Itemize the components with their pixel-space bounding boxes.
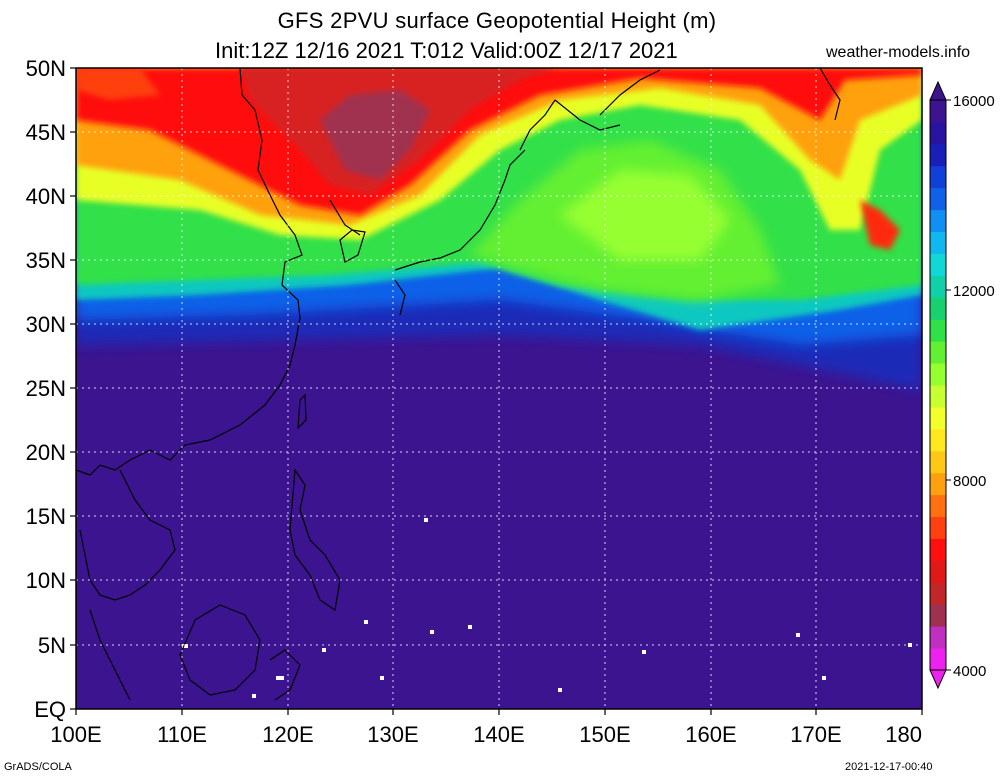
- colorbar-segment: [930, 231, 946, 254]
- lat-label: 25N: [26, 376, 66, 401]
- colorbar-label: 8000: [953, 473, 986, 490]
- colorbar-segment: [930, 385, 946, 408]
- coastlines: [76, 68, 841, 701]
- colorbar-segment: [930, 494, 946, 518]
- colorbar-segment: [930, 406, 946, 430]
- footer-timestamp: 2021-12-17-00:40: [845, 761, 933, 773]
- colorbar-segment: [930, 319, 946, 342]
- colorbar-segment: [930, 341, 946, 364]
- lon-labels: 100E 110E 120E 130E 140E 150E 160E 170E …: [50, 722, 922, 747]
- lat-labels: 50N 45N 40N 35N 30N 25N 20N 15N 10N 5N E…: [26, 56, 66, 722]
- colorbar-segment: [930, 253, 946, 276]
- colorbar-segment: [930, 582, 946, 605]
- colorbar-min-arrow: [929, 669, 947, 690]
- colorbar-label: 4000: [953, 663, 986, 680]
- lat-label: 20N: [26, 440, 66, 465]
- lon-label: 150E: [579, 722, 630, 747]
- lat-label: 15N: [26, 504, 66, 529]
- colorbar-segment: [930, 121, 946, 145]
- colorbar-label: 16000: [953, 93, 995, 110]
- lon-label: 180: [885, 722, 922, 747]
- colorbar-frame: [929, 99, 947, 671]
- colorbar-segment: [930, 472, 946, 496]
- colorbar-segment: [930, 428, 946, 452]
- colorbar-segment: [930, 297, 946, 320]
- lat-label: 40N: [26, 184, 66, 209]
- colorbar-segment: [930, 100, 946, 123]
- lon-label: 140E: [473, 722, 524, 747]
- colorbar-segment: [930, 648, 946, 671]
- colorbar-label: 12000: [953, 283, 995, 300]
- colorbar: 16000 12000 8000 4000: [929, 80, 995, 690]
- colorbar-segment: [930, 560, 946, 583]
- colorbar-segment: [930, 209, 946, 233]
- colorbar-segment: [930, 165, 946, 189]
- lat-label: 45N: [26, 120, 66, 145]
- footer-software: GrADS/COLA: [4, 761, 72, 773]
- lon-label: 170E: [790, 722, 841, 747]
- colorbar-segments: [930, 100, 946, 671]
- lat-label: 30N: [26, 312, 66, 337]
- lat-label: 35N: [26, 248, 66, 273]
- chart-title: GFS 2PVU surface Geopotential Height (m): [277, 8, 717, 33]
- chart-subtitle: Init:12Z 12/16 2021 T:012 Valid:00Z 12/1…: [215, 38, 678, 63]
- lat-label: 50N: [26, 56, 66, 81]
- colorbar-segment: [930, 363, 946, 386]
- lat-label: 10N: [26, 568, 66, 593]
- colorbar-segment: [930, 187, 946, 211]
- colorbar-segment: [930, 516, 946, 539]
- lon-label: 120E: [262, 722, 313, 747]
- lon-label: 130E: [367, 722, 418, 747]
- gridlines: [76, 68, 922, 709]
- lon-label: 100E: [50, 722, 101, 747]
- colorbar-segment: [930, 143, 946, 167]
- colorbar-segment: [930, 538, 946, 561]
- axis-ticks: [70, 67, 923, 715]
- lat-label: 5N: [38, 633, 66, 658]
- site-credit: weather-models.info: [826, 44, 971, 61]
- colorbar-max-arrow: [929, 80, 947, 101]
- lon-label: 160E: [685, 722, 736, 747]
- colorbar-segment: [930, 626, 946, 649]
- colorbar-segment: [930, 275, 946, 298]
- lon-label: 110E: [157, 722, 207, 747]
- lat-label: EQ: [34, 697, 66, 722]
- colorbar-segment: [930, 450, 946, 474]
- colorbar-segment: [930, 604, 946, 627]
